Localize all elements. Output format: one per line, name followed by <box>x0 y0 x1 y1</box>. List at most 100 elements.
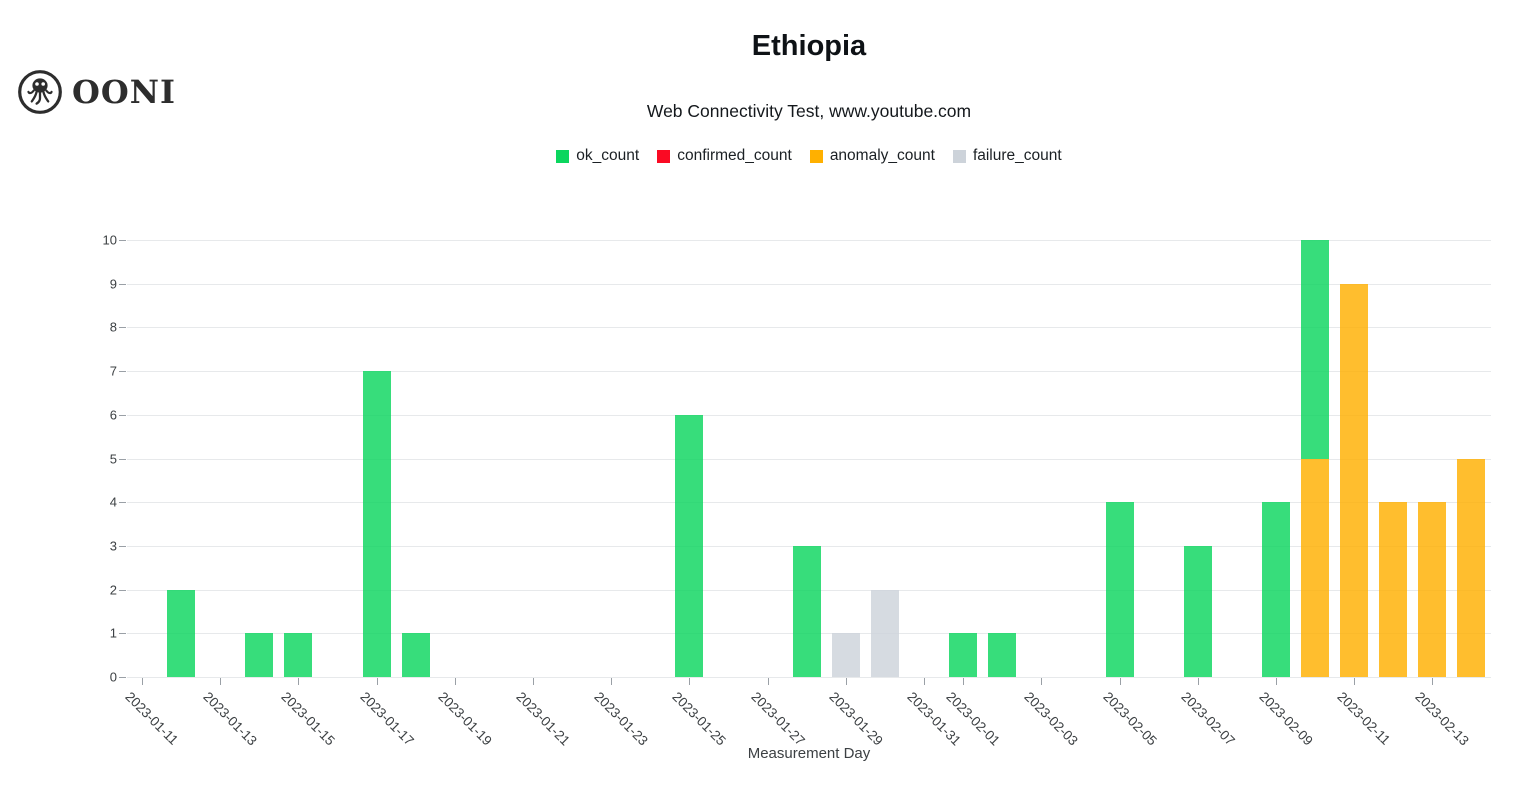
y-tick-label-9: 9 <box>109 276 117 292</box>
legend-item-failure_count[interactable]: failure_count <box>952 147 1062 165</box>
x-tick-label-2023-02-09: 2023-02-09 <box>1256 689 1316 749</box>
x-tick-2023-01-13 <box>220 678 222 685</box>
chart-legend: ok_count confirmed_count anomaly_count fail… <box>127 147 1491 165</box>
y-tick-label-6: 6 <box>109 407 117 423</box>
bar-2023-02-12-anomaly_count <box>1379 502 1408 677</box>
x-axis-title: Measurement Day <box>747 745 871 762</box>
legend-label-ok_count: ok_count <box>576 147 640 165</box>
y-gridline-5 <box>127 458 1491 460</box>
x-tick-label-2023-01-29: 2023-01-29 <box>826 689 886 749</box>
chart-subtitle: Web Connectivity Test, www.youtube.com <box>646 101 972 122</box>
y-gridline-8 <box>127 327 1491 329</box>
bar-2023-01-15-ok_count <box>284 633 313 677</box>
x-tick-2023-01-11 <box>142 678 143 685</box>
x-tick-2023-01-19 <box>454 678 456 685</box>
y-gridline-10 <box>127 240 1491 241</box>
x-tick-2023-02-01 <box>963 678 965 685</box>
x-tick-label-2023-01-21: 2023-01-21 <box>513 689 573 749</box>
legend-swatch-anomaly_count <box>809 149 823 163</box>
bar-2023-01-29-failure_count <box>831 633 860 677</box>
bar-2023-01-14-ok_count <box>245 633 274 677</box>
x-tick-2023-02-03 <box>1041 678 1043 685</box>
bar-2023-01-25-ok_count <box>675 414 704 677</box>
y-gridline-7 <box>127 371 1491 373</box>
bar-2023-02-02-ok_count <box>988 633 1017 677</box>
legend-label-confirmed_count: confirmed_count <box>677 147 792 165</box>
ooni-octopus-icon <box>18 70 62 114</box>
bar-2023-02-11-anomaly_count <box>1340 283 1369 677</box>
y-tick-label-7: 7 <box>109 363 117 379</box>
bar-2023-02-10-ok_count <box>1301 240 1329 459</box>
bar-2023-02-10-anomaly_count <box>1301 458 1329 677</box>
y-tick-label-2: 2 <box>109 582 117 598</box>
chart-title: Ethiopia <box>751 30 867 62</box>
x-tick-label-2023-01-17: 2023-01-17 <box>356 689 417 749</box>
x-tick-label-2023-02-05: 2023-02-05 <box>1099 689 1160 749</box>
x-tick-label-2023-01-27: 2023-01-27 <box>747 689 808 749</box>
x-tick-label-2023-02-03: 2023-02-03 <box>1021 689 1082 749</box>
y-tick-2 <box>119 589 126 591</box>
x-tick-label-2023-01-13: 2023-01-13 <box>200 689 261 749</box>
y-tick-5 <box>119 458 126 460</box>
x-tick-label-2023-02-11: 2023-02-11 <box>1334 689 1394 748</box>
y-tick-label-8: 8 <box>109 319 117 335</box>
x-tick-label-2023-02-07: 2023-02-07 <box>1178 689 1238 749</box>
y-tick-10 <box>119 240 126 241</box>
ooni-logo-text: OONI <box>72 73 176 111</box>
y-tick-label-10: 10 <box>102 232 117 248</box>
bar-2023-02-13-anomaly_count <box>1418 502 1447 677</box>
x-tick-2023-01-15 <box>298 678 300 685</box>
legend-item-confirmed_count[interactable]: confirmed_count <box>657 147 792 165</box>
y-gridline-6 <box>127 414 1491 416</box>
legend-label-anomaly_count: anomaly_count <box>829 147 935 165</box>
legend-swatch-failure_count <box>952 149 966 163</box>
bar-2023-01-12-ok_count <box>167 589 196 677</box>
x-tick-label-2023-02-13: 2023-02-13 <box>1412 689 1473 749</box>
x-tick-2023-02-09 <box>1275 678 1277 685</box>
x-tick-2023-01-23 <box>611 678 613 685</box>
y-gridline-4 <box>127 502 1491 504</box>
bar-2023-01-28-ok_count <box>792 545 821 677</box>
legend-item-ok_count[interactable]: ok_count <box>556 147 639 165</box>
x-tick-2023-02-13 <box>1432 678 1434 685</box>
bar-2023-01-30-failure_count <box>870 589 899 677</box>
y-tick-8 <box>119 327 126 329</box>
x-tick-2023-02-11 <box>1354 678 1356 685</box>
x-tick-2023-02-07 <box>1197 678 1199 685</box>
bar-2023-02-14-anomaly_count <box>1457 458 1486 677</box>
bar-2023-02-01-ok_count <box>949 633 978 677</box>
x-tick-label-2023-01-23: 2023-01-23 <box>591 689 652 749</box>
ooni-logo: OONI <box>16 68 176 116</box>
legend-label-failure_count: failure_count <box>972 147 1062 165</box>
x-tick-2023-01-29 <box>845 678 847 685</box>
y-tick-9 <box>119 283 126 285</box>
x-tick-label-2023-01-25: 2023-01-25 <box>669 689 730 749</box>
x-tick-2023-01-21 <box>533 678 534 685</box>
y-tick-label-0: 0 <box>109 669 117 685</box>
y-tick-0 <box>119 677 126 678</box>
x-tick-2023-01-25 <box>689 678 691 685</box>
x-tick-label-2023-01-15: 2023-01-15 <box>278 689 339 749</box>
x-tick-2023-01-27 <box>767 678 769 685</box>
x-tick-2023-01-17 <box>376 678 378 685</box>
chart-header: Ethiopia Web Connectivity Test, www.yout… <box>127 30 1491 165</box>
x-tick-label-2023-01-19: 2023-01-19 <box>435 689 495 749</box>
legend-swatch-ok_count <box>556 149 570 163</box>
y-tick-label-4: 4 <box>109 494 117 510</box>
bar-2023-01-17-ok_count <box>362 371 391 677</box>
x-tick-2023-01-31 <box>924 678 925 685</box>
bar-2023-02-07-ok_count <box>1183 545 1212 677</box>
legend-swatch-confirmed_count <box>657 149 671 163</box>
y-tick-6 <box>119 414 126 416</box>
bar-2023-02-05-ok_count <box>1105 502 1134 677</box>
bar-2023-02-09-ok_count <box>1261 502 1290 677</box>
y-tick-7 <box>119 371 126 373</box>
y-tick-3 <box>119 545 126 547</box>
y-gridline-0 <box>127 677 1491 678</box>
x-tick-2023-02-05 <box>1119 678 1121 685</box>
y-tick-label-5: 5 <box>109 451 117 466</box>
y-tick-4 <box>119 502 126 504</box>
legend-item-anomaly_count[interactable]: anomaly_count <box>809 147 935 165</box>
